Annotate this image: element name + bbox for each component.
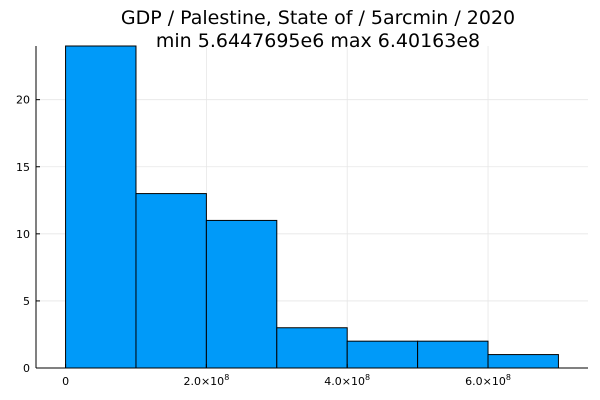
histogram-bar	[487, 354, 559, 369]
y-tick-label: 20	[16, 94, 30, 107]
y-tick-label: 15	[16, 161, 30, 174]
x-tick-label: 0	[62, 375, 69, 388]
histogram-bar	[276, 327, 348, 369]
bars	[65, 45, 559, 369]
x-tick-label: 6.0×108	[465, 373, 511, 388]
histogram-bar	[65, 45, 137, 369]
tick-labels: 0 5 10 15 20 0 2.0×108 4.0×108 6.0×108	[16, 94, 511, 388]
x-tick-label: 4.0×108	[324, 373, 370, 388]
chart-title: GDP / Palestine, State of / 5arcmin / 20…	[121, 7, 515, 29]
histogram-bar	[417, 340, 489, 369]
y-tick-label: 5	[23, 295, 30, 308]
axes	[35, 46, 588, 369]
y-tick-label: 10	[16, 228, 30, 241]
histogram-bar	[135, 193, 207, 369]
y-tick-label: 0	[23, 362, 30, 375]
chart-subtitle: min 5.6447695e6 max 6.40163e8	[156, 30, 480, 52]
x-tick-label: 2.0×108	[183, 373, 229, 388]
histogram-bar	[346, 340, 419, 369]
histogram-bar	[205, 219, 278, 369]
